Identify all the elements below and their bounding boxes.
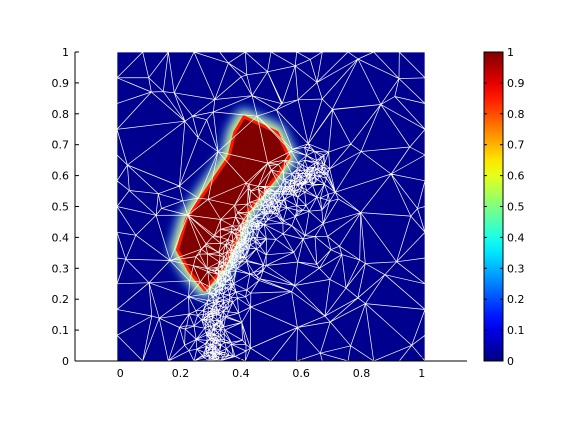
y-tick-label: 0 — [62, 355, 69, 368]
colorbar-tick-label: 0.2 — [507, 293, 525, 306]
y-tick-label: 0.1 — [52, 324, 70, 337]
x-tick-label: 0.8 — [353, 367, 371, 380]
y-tick-label: 0.9 — [52, 77, 70, 90]
colorbar-tick-label: 0.7 — [507, 139, 525, 152]
colorbar: 0 0.1 0.2 0.3 0.4 0.5 0.6 0.7 0.8 0.9 1 — [483, 46, 525, 368]
y-tick-label: 0.4 — [52, 231, 70, 244]
y-tick-label: 1 — [62, 46, 69, 59]
y-tick-label: 0.5 — [52, 201, 70, 214]
triangle-mesh — [117, 52, 425, 361]
x-tick-label: 0.6 — [292, 367, 310, 380]
x-tick-label: 0.4 — [232, 367, 250, 380]
colorbar-tick-label: 0.5 — [507, 201, 525, 214]
colorbar-tick-label: 0.3 — [507, 262, 525, 275]
colorbar-tick-label: 0.8 — [507, 108, 525, 121]
x-tick-label: 0.2 — [172, 367, 190, 380]
colorbar-tick-label: 0.9 — [507, 77, 525, 90]
colorbar-tick-label: 0.4 — [507, 231, 525, 244]
y-tick-label: 0.6 — [52, 170, 70, 183]
colorbar-tick-label: 0 — [507, 355, 514, 368]
x-tick-label: 1 — [418, 367, 425, 380]
x-tick-label: 0 — [117, 367, 124, 380]
colorbar-tick-label: 1 — [507, 46, 514, 59]
y-ticks: 0 0.1 0.2 0.3 0.4 0.5 0.6 0.7 0.8 0.9 1 — [52, 46, 79, 368]
colorbar-tick-label: 0.6 — [507, 170, 525, 183]
colorbar-tick-label: 0.1 — [507, 324, 525, 337]
y-tick-label: 0.8 — [52, 108, 70, 121]
y-tick-label: 0.2 — [52, 293, 70, 306]
plot-axes: 0 0.2 0.4 0.6 0.8 1 0 0.1 0.2 0.3 0.4 0.5 0.6 0.7 0.8… — [52, 46, 467, 380]
y-tick-label: 0.7 — [52, 139, 70, 152]
x-ticks: 0 0.2 0.4 0.6 0.8 1 — [117, 357, 425, 380]
colorbar-ticks: 0 0.1 0.2 0.3 0.4 0.5 0.6 0.7 0.8 0.9 1 — [484, 46, 525, 368]
field-regions — [168, 107, 299, 299]
mesh-edges — [117, 52, 425, 361]
y-tick-label: 0.3 — [52, 262, 70, 275]
region-core — [176, 115, 291, 292]
